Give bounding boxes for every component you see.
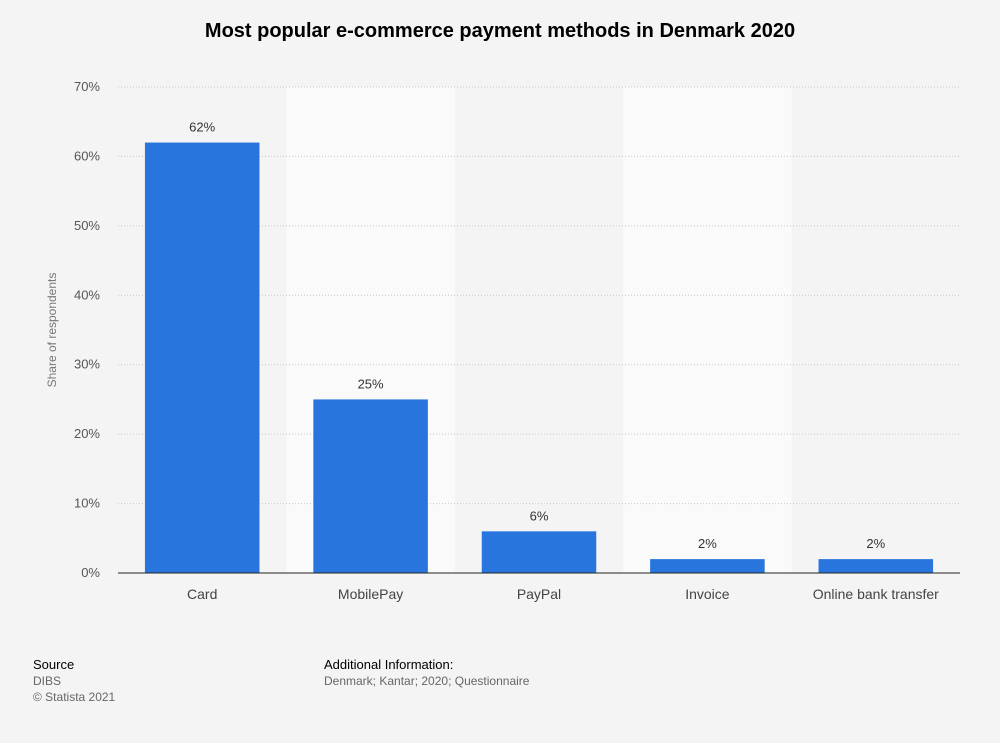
y-tick-label: 0%: [81, 565, 100, 580]
x-tick-label: Card: [187, 586, 217, 602]
bar-mobilepay[interactable]: [313, 399, 428, 573]
x-tick-label: MobilePay: [338, 586, 403, 602]
source-block: Source DIBS © Statista 2021: [33, 657, 115, 704]
column-band-3: [623, 87, 792, 573]
y-tick-label: 40%: [74, 287, 100, 302]
additional-info-block: Additional Information: Denmark; Kantar;…: [324, 657, 529, 688]
value-label: 2%: [698, 536, 717, 551]
bars: [144, 142, 934, 574]
value-labels: 62% 25% 6% 2% 2%: [189, 120, 885, 552]
additional-info-text: Denmark; Kantar; 2020; Questionnaire: [324, 674, 530, 688]
additional-info-heading: Additional Information:: [324, 657, 454, 672]
x-tick-label: Invoice: [685, 586, 730, 602]
bar-invoice[interactable]: [650, 559, 765, 573]
source-line-1: DIBS: [33, 674, 62, 688]
value-label: 25%: [358, 376, 384, 391]
x-tick-labels: Card MobilePay PayPal Invoice Online bank tr…: [187, 586, 939, 602]
y-tick-label: 50%: [74, 218, 100, 233]
bar-paypal[interactable]: [481, 531, 597, 573]
y-tick-label: 10%: [74, 496, 100, 511]
y-tick-label: 20%: [74, 426, 100, 441]
value-label: 62%: [189, 120, 215, 135]
bar-card[interactable]: [144, 142, 260, 574]
value-label: 6%: [530, 508, 549, 523]
x-tick-label: Online bank transfer: [813, 586, 939, 602]
source-line-2: © Statista 2021: [33, 690, 116, 704]
y-axis-label: Share of respondents: [45, 273, 59, 388]
y-tick-label: 70%: [74, 79, 100, 94]
source-heading: Source: [33, 657, 75, 672]
chart-title: Most popular e-commerce payment methods …: [204, 20, 796, 42]
y-tick-label: 60%: [74, 148, 100, 163]
y-tick-label: 30%: [74, 357, 100, 372]
bar-online-bank-transfer[interactable]: [818, 559, 934, 573]
x-tick-label: PayPal: [517, 586, 561, 602]
gridlines: [118, 86, 960, 505]
y-tick-labels: 0% 10% 20% 30% 40% 50% 60% 70%: [74, 79, 100, 580]
value-label: 2%: [866, 536, 885, 551]
